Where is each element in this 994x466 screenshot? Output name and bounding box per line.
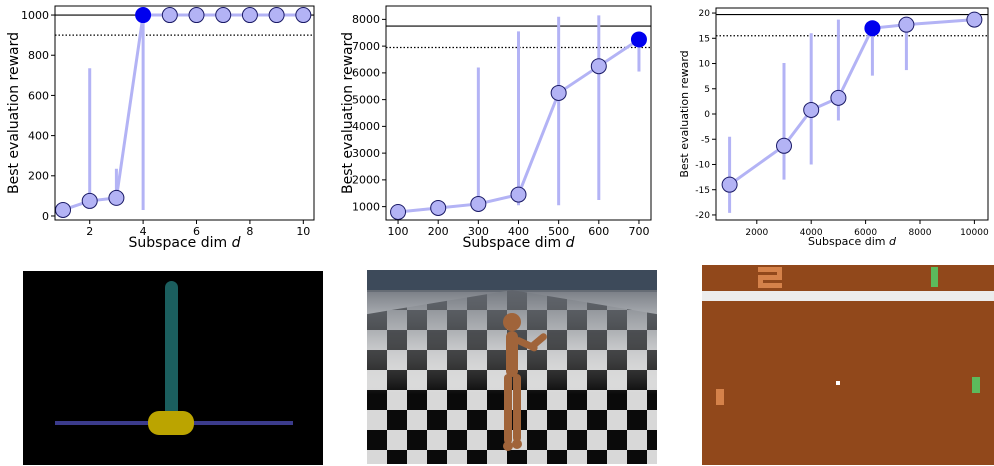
y-axis-title: Best evaluation reward xyxy=(678,50,691,177)
chart-cartpole-panel: 2 4 6 8 10 0 200 400 600 800 1000 Subspace dim d Bes… xyxy=(6,5,315,251)
pong-score-digit xyxy=(758,267,782,288)
y-tick-label: 6000 xyxy=(352,67,380,80)
series-line xyxy=(62,13,304,212)
data-point xyxy=(268,7,285,24)
y-tick-label: 800 xyxy=(28,49,49,62)
pong-left-paddle xyxy=(716,389,724,405)
data-point xyxy=(510,186,527,203)
pong-opponent-marker xyxy=(931,267,938,287)
y-tick-label: 3000 xyxy=(352,147,380,160)
data-point xyxy=(470,195,487,212)
pong-env-image xyxy=(702,265,994,465)
y-tick-label: 200 xyxy=(28,170,49,183)
data-point xyxy=(55,201,72,218)
x-tick-label: 600 xyxy=(588,225,609,238)
data-point xyxy=(161,7,178,24)
humanoid-env-image xyxy=(367,270,657,464)
data-point xyxy=(803,101,820,118)
y-tick-label: -15 xyxy=(695,186,710,196)
x-tick-label: 6000 xyxy=(854,228,877,238)
x-tick-label: 200 xyxy=(428,225,449,238)
x-tick-label: 8000 xyxy=(909,228,932,238)
x-tick-label: 400 xyxy=(508,225,529,238)
x-axis-title: Subspace dim d xyxy=(463,235,575,251)
chart-humanoid-panel: 100 200 300 400 500 600 700 1000 2000 3000 4000 500… xyxy=(340,5,652,251)
y-tick-label: 5000 xyxy=(352,93,380,106)
data-point xyxy=(241,7,258,24)
data-point xyxy=(830,89,847,106)
cartpole-env-image xyxy=(23,271,323,465)
y-tick-label: 15 xyxy=(699,34,710,44)
pong-ball xyxy=(836,381,840,385)
y-tick-label: 7000 xyxy=(352,40,380,53)
y-tick-label: 8000 xyxy=(352,13,380,26)
data-point xyxy=(776,137,792,154)
x-tick-label: 4000 xyxy=(800,228,823,238)
data-point-best xyxy=(135,7,152,24)
data-point xyxy=(295,7,312,24)
x-tick-label: 8 xyxy=(246,225,253,238)
axes-frame xyxy=(715,7,989,221)
data-point xyxy=(966,11,983,28)
data-point xyxy=(898,16,915,33)
y-tick-label: -10 xyxy=(695,161,710,171)
x-tick-label: 100 xyxy=(388,225,409,238)
y-tick-label: 0 xyxy=(42,210,49,223)
y-tick-label: 5 xyxy=(704,85,710,95)
data-point xyxy=(430,199,447,216)
x-tick-label: 6 xyxy=(193,225,200,238)
x-tick-label: 500 xyxy=(548,225,569,238)
x-axis-title: Subspace dim d xyxy=(129,235,241,251)
y-tick-label: 400 xyxy=(28,129,49,142)
y-tick-label: 600 xyxy=(28,89,49,102)
data-point xyxy=(721,176,738,193)
y-tick-label: 20 xyxy=(699,9,711,19)
x-tick-label: 2 xyxy=(86,225,93,238)
x-axis-title: Subspace dim d xyxy=(808,235,897,248)
cartpole-cart xyxy=(148,411,194,435)
humanoid-sky xyxy=(367,270,657,292)
x-tick-label: 4 xyxy=(140,225,147,238)
y-tick-label: 10 xyxy=(699,60,711,70)
y-tick-label: 2000 xyxy=(352,174,380,187)
y-tick-label: 1000 xyxy=(352,200,380,213)
pong-top-wall xyxy=(702,291,994,301)
data-point-best xyxy=(630,31,647,48)
axes-frame xyxy=(54,5,315,221)
data-point xyxy=(215,7,232,24)
y-tick-label: -5 xyxy=(701,135,710,145)
x-tick-label: 2000 xyxy=(745,228,768,238)
cartpole-pole xyxy=(165,281,178,426)
y-axis-title: Best evaluation reward xyxy=(6,32,22,194)
data-point-best xyxy=(864,20,881,37)
x-tick-label: 300 xyxy=(468,225,489,238)
y-tick-label: -20 xyxy=(695,211,710,221)
x-tick-label: 10000 xyxy=(960,228,989,238)
x-tick-label: 10 xyxy=(296,225,310,238)
data-point xyxy=(188,7,205,24)
data-point xyxy=(81,192,98,209)
y-tick-label: 0 xyxy=(704,110,710,120)
y-axis-title: Best evaluation reward xyxy=(340,32,356,194)
humanoid-figure xyxy=(503,313,547,451)
chart-pong-panel: 2000 4000 6000 8000 10000 -20 -15 -10 -5 0 5 10 15 20… xyxy=(678,7,989,248)
data-point xyxy=(390,203,407,220)
x-tick-label: 700 xyxy=(628,225,649,238)
y-tick-label: 1000 xyxy=(21,9,49,22)
data-point xyxy=(590,58,607,75)
data-point xyxy=(108,189,125,206)
data-point xyxy=(550,84,567,101)
series-line xyxy=(728,18,975,186)
pong-right-paddle xyxy=(972,377,980,393)
y-tick-label: 4000 xyxy=(352,120,380,133)
